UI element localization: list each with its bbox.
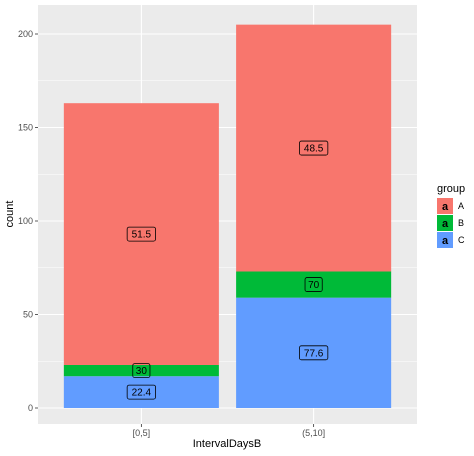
bars: [63, 24, 392, 408]
legend-label-C: C: [458, 235, 465, 245]
x-axis-title: IntervalDaysB: [193, 438, 261, 450]
bar-segment-C: [236, 297, 392, 408]
y-axis: 0 50 100 150 200: [18, 29, 38, 413]
data-label: 30: [136, 366, 148, 377]
legend-title: group: [437, 183, 465, 195]
data-label-box: [299, 140, 329, 156]
legend-key-glyph: a: [442, 235, 449, 247]
y-axis-title: count: [4, 201, 16, 228]
y-tick-label: 100: [18, 216, 33, 226]
x-tick-label: [0,5]: [133, 428, 151, 438]
data-label: 70: [308, 280, 320, 291]
bar-segment-B: [63, 364, 219, 377]
data-label: 77.6: [304, 348, 324, 359]
y-tick-label: 50: [23, 310, 33, 320]
legend-key-C: [437, 232, 453, 248]
data-label-box: [304, 277, 323, 292]
y-tick-label: 0: [28, 403, 33, 413]
data-labels: 22.4 30 51.5 77.6 70 48.5: [126, 140, 329, 400]
bar-segment-B: [236, 271, 392, 298]
x-tick-label: (5,10]: [302, 428, 325, 438]
legend-label-B: B: [458, 218, 464, 228]
legend: group a Aa Ba C: [437, 183, 465, 248]
data-label-box: [126, 226, 156, 242]
legend-key-B: [437, 215, 453, 231]
legend-key-glyph: a: [442, 218, 449, 230]
data-label-box: [299, 345, 329, 361]
data-label: 51.5: [132, 230, 152, 241]
x-axis: [0,5] (5,10]: [133, 424, 325, 438]
legend-label-A: A: [458, 201, 464, 211]
bar-segment-A: [63, 103, 219, 365]
data-label-box: [126, 384, 156, 400]
data-label: 22.4: [132, 388, 152, 399]
y-tick-label: 150: [18, 123, 33, 133]
bar-segment-A: [236, 24, 392, 272]
data-label-box: [132, 363, 151, 379]
y-tick-label: 200: [18, 29, 33, 39]
data-label: 48.5: [304, 144, 324, 155]
bar-segment-C: [63, 376, 219, 408]
legend-key-glyph: a: [442, 201, 449, 213]
legend-key-A: [437, 198, 453, 214]
